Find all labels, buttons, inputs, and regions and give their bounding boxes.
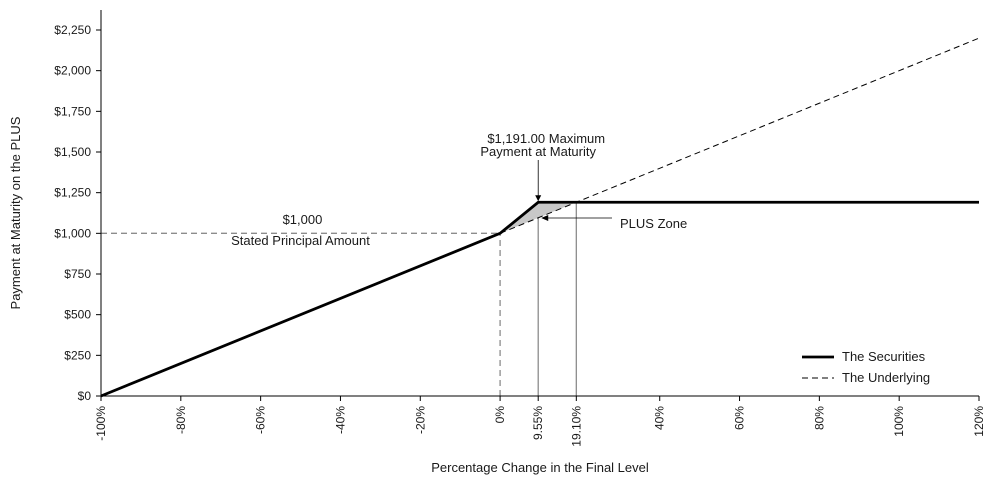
y-tick-label: $0 xyxy=(78,389,92,403)
x-tick-label: 0% xyxy=(493,406,507,424)
reference-lines xyxy=(101,202,577,396)
plus-zone-shade xyxy=(500,202,577,234)
x-tick-label: -100% xyxy=(94,406,108,441)
principal-label: Stated Principal Amount xyxy=(231,233,370,248)
max-payment-label: $1,191.00 Maximum xyxy=(487,131,605,146)
x-tick-label: 100% xyxy=(892,406,906,437)
y-tick-label: $1,250 xyxy=(54,186,91,200)
x-tick-label: -60% xyxy=(254,406,268,434)
y-tick-label: $750 xyxy=(64,267,91,281)
x-tick-label: -80% xyxy=(174,406,188,434)
y-tick-label: $2,250 xyxy=(54,23,91,37)
x-tick-label: 19.10% xyxy=(569,406,583,447)
plus-zone-arrowhead xyxy=(541,215,549,221)
y-tick-label: $2,000 xyxy=(54,64,91,78)
y-axis-title: Payment at Maturity on the PLUS xyxy=(8,116,23,309)
x-tick-label: 120% xyxy=(972,406,986,437)
y-tick-label: $250 xyxy=(64,348,91,362)
x-tick-label: 40% xyxy=(653,406,667,430)
y-ticks: $0 $250 $500 $750 $1,000 $1,250 $1,500 $1,750 $2… xyxy=(54,23,101,403)
x-tick-label: -20% xyxy=(413,406,427,434)
underlying-line xyxy=(499,37,980,234)
x-tick-label: 60% xyxy=(733,406,747,430)
x-ticks: -100% -80% -60% -40% -20% 0% 9.55% 19.10% 40% 60%… xyxy=(94,396,986,447)
axes xyxy=(100,10,979,397)
series-lines xyxy=(100,37,980,398)
plus-zone-area xyxy=(500,202,577,234)
securities-line xyxy=(100,200,979,398)
legend-label: The Securities xyxy=(842,349,926,364)
max-payment-arrowhead xyxy=(535,195,542,202)
y-tick-label: $1,000 xyxy=(54,226,91,240)
y-tick-label: $1,500 xyxy=(54,145,91,159)
y-tick-label: $500 xyxy=(64,308,91,322)
plus-zone-label: PLUS Zone xyxy=(620,216,687,231)
x-tick-label: 9.55% xyxy=(531,406,545,440)
principal-label: $1,000 xyxy=(283,212,323,227)
legend: The Securities The Underlying xyxy=(802,349,930,385)
max-payment-label: Payment at Maturity xyxy=(480,144,596,159)
x-tick-label: 80% xyxy=(812,406,826,430)
x-axis-title: Percentage Change in the Final Level xyxy=(431,460,649,475)
y-tick-label: $1,750 xyxy=(54,104,91,118)
legend-label: The Underlying xyxy=(842,370,930,385)
x-tick-label: -40% xyxy=(333,406,347,434)
